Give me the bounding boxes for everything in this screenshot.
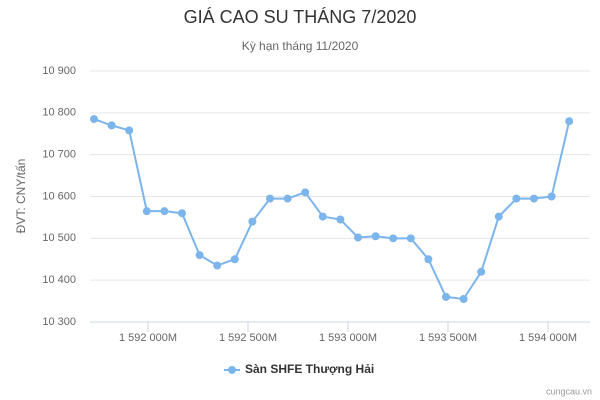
point [107, 121, 116, 130]
point [142, 207, 151, 216]
point [494, 212, 503, 221]
y-tick-label: 10 300 [42, 316, 76, 328]
y-tick-label: 10 900 [42, 65, 76, 77]
point [459, 294, 468, 303]
y-tick-label: 10 500 [42, 232, 76, 244]
point [248, 217, 257, 226]
chart-subtitle: Kỳ hạn tháng 11/2020 [242, 39, 359, 53]
chart-title: GIÁ CAO SU THÁNG 7/2020 [184, 7, 417, 27]
point [160, 207, 169, 216]
y-tick-label: 10 400 [42, 274, 76, 286]
point [266, 194, 274, 203]
point [301, 188, 310, 197]
point [354, 233, 362, 242]
point [547, 192, 556, 201]
point [178, 209, 186, 218]
legend-label: Sàn SHFE Thượng Hải [245, 362, 374, 376]
x-tick-label: 1 594 000M [519, 332, 577, 344]
point [424, 255, 433, 264]
point [406, 234, 415, 243]
y-tick-label: 10 800 [42, 107, 76, 119]
point [318, 212, 327, 221]
point [565, 117, 574, 126]
point [195, 251, 204, 260]
x-tick-label: 1 593 500M [419, 332, 477, 344]
point [371, 232, 380, 241]
x-tick-label: 1 592 000M [119, 332, 177, 344]
point [389, 234, 398, 243]
y-tick-label: 10 700 [42, 149, 76, 161]
point [477, 267, 486, 276]
y-tick-label: 10 600 [42, 190, 76, 202]
line [93, 118, 571, 301]
point [336, 215, 345, 224]
point [213, 261, 222, 270]
point [125, 126, 134, 135]
x-tick-label: 1 592 500M [219, 332, 277, 344]
legend-marker [228, 366, 236, 374]
point [530, 194, 538, 203]
credits: cungcau.vn [546, 386, 592, 396]
point [512, 194, 521, 203]
x-tick-label: 1 593 000M [319, 332, 377, 344]
point [442, 292, 450, 301]
point [90, 115, 98, 124]
y-axis-label: ĐVT: CNY/tấn [14, 159, 28, 234]
point [230, 255, 239, 264]
point [283, 194, 292, 203]
